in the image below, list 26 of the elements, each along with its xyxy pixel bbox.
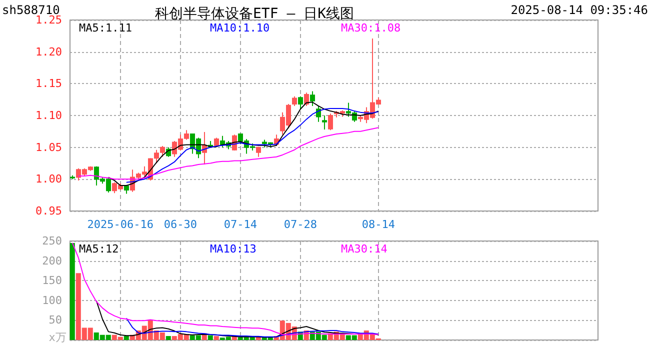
y-axis-title: x万	[48, 331, 66, 344]
y-tick-label: 1.15	[36, 77, 62, 90]
y-tick-label: 1.10	[36, 109, 62, 122]
y-tick-label: 1.20	[36, 45, 62, 58]
y-tick-label: 200	[42, 254, 62, 268]
text: MA30:14	[341, 242, 388, 256]
chart-title: 科创半导体设备ETF — 日K线图	[155, 6, 354, 22]
text: 2025-08-14 09:35:46	[510, 3, 648, 17]
text: MA10:1.10	[210, 22, 270, 34]
text: MA30:1.08	[341, 22, 401, 34]
text: MA5:12	[79, 242, 119, 256]
x-tick-label: 2025-06-16	[87, 218, 154, 231]
y-tick-label: 100	[42, 294, 62, 307]
x-tick-label: 08-14	[362, 218, 396, 231]
y-tick-label: 1.25	[36, 14, 62, 26]
text: MA10:13	[210, 242, 256, 256]
y-tick-label: 0.95	[36, 204, 62, 218]
x-tick-label: 07-28	[284, 218, 317, 231]
x-tick-label: 06-30	[164, 218, 197, 231]
text: MA5:1.11	[79, 22, 132, 34]
x-tick-label: 07-14	[224, 218, 258, 231]
y-tick-label: 250	[42, 234, 62, 248]
y-tick-label: 1.00	[36, 172, 62, 186]
y-tick-label: 1.05	[36, 140, 62, 154]
y-tick-label: 150	[42, 274, 62, 288]
y-tick-label: 50	[48, 314, 62, 327]
